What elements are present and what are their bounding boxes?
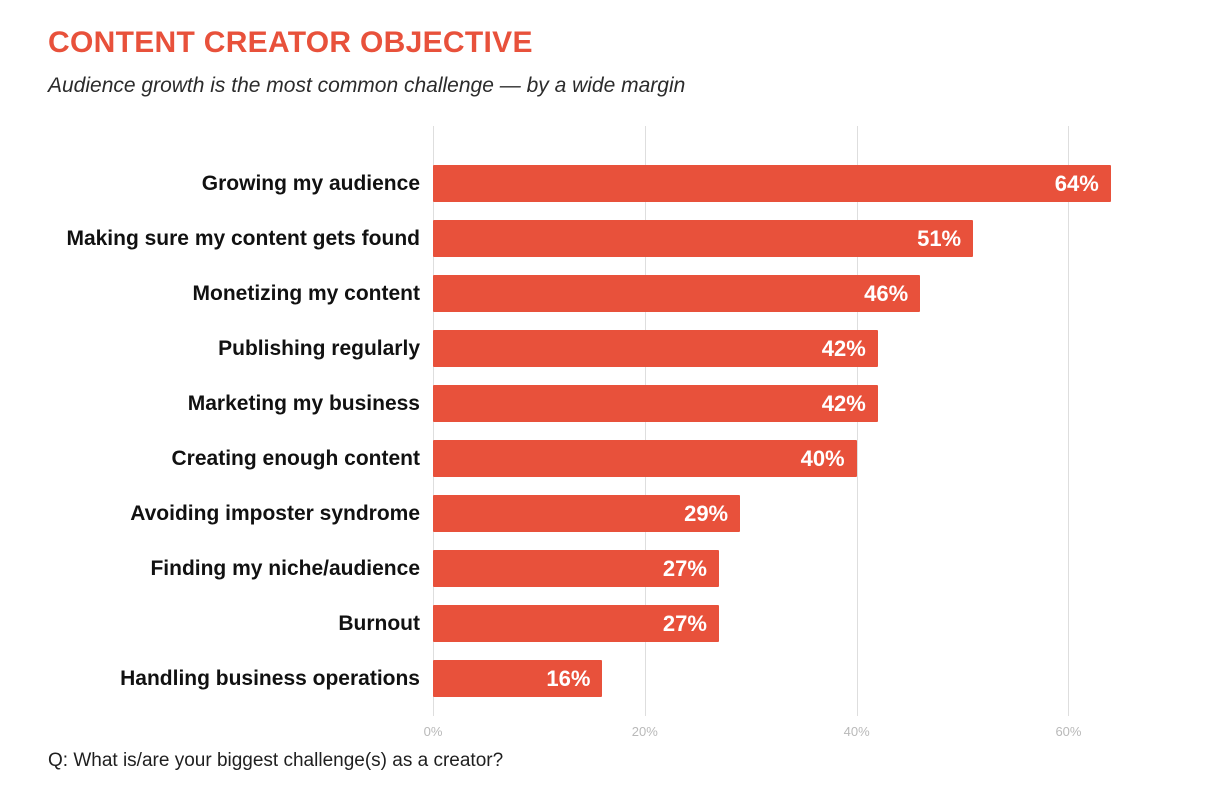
chart-row: Making sure my content gets found 51% — [66, 211, 1132, 266]
x-tick-label: 40% — [843, 724, 870, 739]
chart-rows: Growing my audience 64% Making sure my con… — [66, 156, 1132, 706]
bar-value: 40% — [800, 445, 845, 471]
x-tick-label: 20% — [631, 724, 658, 739]
bar: 42% — [433, 330, 878, 367]
chart-row: Burnout 27% — [338, 596, 1132, 651]
chart-title: CONTENT CREATOR OBJECTIVE — [48, 26, 533, 59]
chart-row: Publishing regularly 42% — [218, 321, 1132, 376]
bar-value: 46% — [864, 280, 909, 306]
gridline — [1068, 126, 1070, 716]
x-tick-label: 60% — [1055, 724, 1082, 739]
bar: 42% — [433, 385, 878, 422]
chart-row: Creating enough content 40% — [172, 431, 1132, 486]
bar-value: 51% — [917, 225, 962, 251]
bar-label: Burnout — [338, 611, 420, 635]
bar: 16% — [433, 660, 603, 697]
bar-label: Publishing regularly — [218, 336, 420, 360]
chart-row: Monetizing my content 46% — [193, 266, 1132, 321]
x-tick-label: 0% — [423, 724, 443, 739]
bar-value: 64% — [1054, 170, 1099, 196]
bar-label: Marketing my business — [187, 391, 420, 415]
bar-label: Finding my niche/audience — [150, 556, 420, 580]
bar-label: Growing my audience — [201, 171, 420, 195]
x-axis: 0% 20% 40% 60% — [424, 720, 1132, 746]
plot-area: Growing my audience 64% Making sure my con… — [66, 126, 1132, 716]
chart-row: Finding my niche/audience 27% — [150, 541, 1132, 596]
bar-value: 42% — [821, 335, 866, 361]
chart-row: Growing my audience 64% — [202, 156, 1132, 211]
bar: 46% — [433, 275, 921, 312]
bar-value: 27% — [662, 555, 707, 581]
bar: 29% — [433, 495, 741, 532]
bar: 51% — [433, 220, 974, 257]
bar: 27% — [433, 605, 719, 642]
bar-value: 42% — [821, 390, 866, 416]
bar-label: Making sure my content gets found — [66, 226, 420, 250]
chart-subtitle: Audience growth is the most common chall… — [48, 74, 686, 97]
chart-row: Marketing my business 42% — [188, 376, 1132, 431]
bar-value: 27% — [662, 610, 707, 636]
bar-value: 29% — [684, 500, 729, 526]
bar: 40% — [433, 440, 857, 477]
source-question-note: Q: What is/are your biggest challenge(s)… — [48, 750, 504, 771]
bar: 27% — [433, 550, 719, 587]
bar-value: 16% — [546, 665, 591, 691]
bar-label: Avoiding imposter syndrome — [130, 501, 420, 525]
chart-row: Avoiding imposter syndrome 29% — [130, 486, 1132, 541]
bar-label: Creating enough content — [171, 446, 421, 470]
bar-label: Handling business operations — [120, 666, 420, 690]
bar: 64% — [433, 165, 1111, 202]
bar-chart: Growing my audience 64% Making sure my con… — [66, 126, 1132, 746]
chart-row: Handling business operations 16% — [120, 651, 1132, 706]
bar-label: Monetizing my content — [192, 281, 421, 305]
